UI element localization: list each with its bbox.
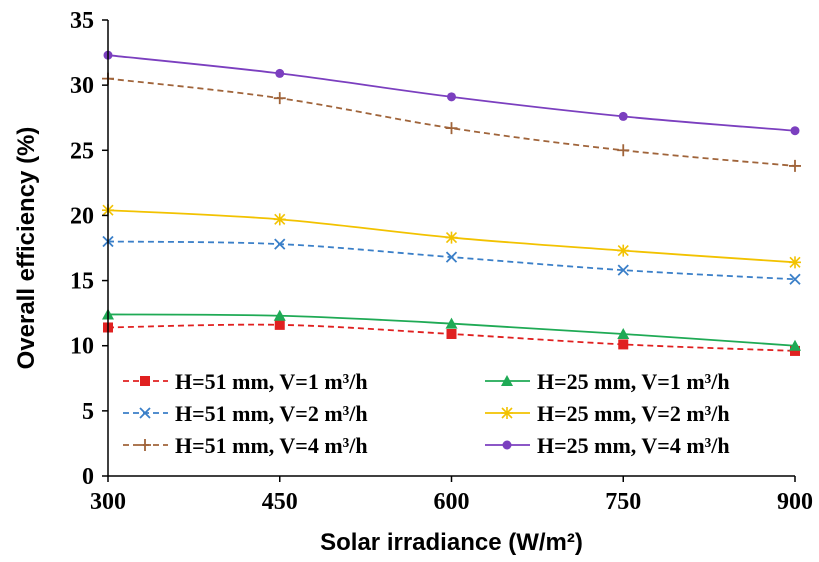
legend-label: H=25 mm, V=2 m³/h xyxy=(537,401,730,426)
legend-marker xyxy=(139,439,151,451)
data-point xyxy=(789,273,801,285)
data-point xyxy=(274,238,286,250)
data-point xyxy=(445,122,458,135)
data-point xyxy=(618,111,628,121)
y-tick-label: 30 xyxy=(70,73,94,99)
x-tick-label: 450 xyxy=(262,489,298,515)
legend-marker xyxy=(501,375,513,386)
data-point xyxy=(790,345,800,356)
legend-marker xyxy=(501,407,513,419)
y-tick-label: 0 xyxy=(82,464,94,490)
legend-item: H=51 mm, V=4 m³/h xyxy=(123,433,368,458)
y-tick-label: 10 xyxy=(70,334,94,360)
y-tick-label: 20 xyxy=(70,203,94,229)
legend-label: H=51 mm, V=2 m³/h xyxy=(175,401,368,426)
series-line xyxy=(107,77,796,167)
legend-label: H=25 mm, V=4 m³/h xyxy=(537,433,730,458)
data-point xyxy=(445,317,458,329)
x-axis-title: Solar irradiance (W/m²) xyxy=(320,529,583,556)
legend-marker xyxy=(140,376,150,386)
data-point xyxy=(789,256,801,269)
data-point xyxy=(445,251,458,263)
x-tick-label: 300 xyxy=(90,489,126,515)
legend-marker xyxy=(139,407,151,419)
data-point xyxy=(617,264,629,276)
legend-item: H=51 mm, V=1 m³/h xyxy=(123,369,368,394)
legend-label: H=51 mm, V=4 m³/h xyxy=(175,433,368,458)
data-point xyxy=(446,328,457,339)
y-axis-title: Overall efficiency (%) xyxy=(13,127,40,370)
data-point xyxy=(273,213,286,226)
series-line xyxy=(107,240,796,281)
legend-label: H=25 mm, V=1 m³/h xyxy=(537,369,730,394)
data-point xyxy=(273,309,286,321)
x-tick-label: 900 xyxy=(777,489,813,515)
data-point xyxy=(275,68,285,78)
legend-item: H=25 mm, V=4 m³/h xyxy=(485,433,730,458)
data-point xyxy=(445,231,458,244)
y-tick-label: 5 xyxy=(82,399,94,425)
data-point xyxy=(617,244,630,257)
x-tick-label: 600 xyxy=(434,489,470,515)
data-point xyxy=(789,339,801,351)
data-point xyxy=(789,159,801,172)
data-point xyxy=(273,92,286,105)
legend-item: H=25 mm, V=2 m³/h xyxy=(485,401,730,426)
legend-marker xyxy=(502,440,512,450)
legend-label: H=51 mm, V=1 m³/h xyxy=(175,369,368,394)
x-tick-label: 750 xyxy=(605,489,641,515)
data-point xyxy=(274,319,285,330)
y-tick-label: 25 xyxy=(70,138,94,164)
legend-item: H=51 mm, V=2 m³/h xyxy=(123,401,368,426)
y-tick-label: 15 xyxy=(70,269,94,295)
data-point xyxy=(617,144,630,157)
data-point xyxy=(618,339,629,350)
legend-item: H=25 mm, V=1 m³/h xyxy=(485,369,730,394)
legend: H=51 mm, V=1 m³/h H=25 mm, V=1 m³/h H=51 m… xyxy=(123,369,730,458)
y-tick-label: 35 xyxy=(70,8,94,34)
data-point xyxy=(790,126,800,136)
data-point xyxy=(447,92,456,102)
data-point xyxy=(617,327,630,339)
